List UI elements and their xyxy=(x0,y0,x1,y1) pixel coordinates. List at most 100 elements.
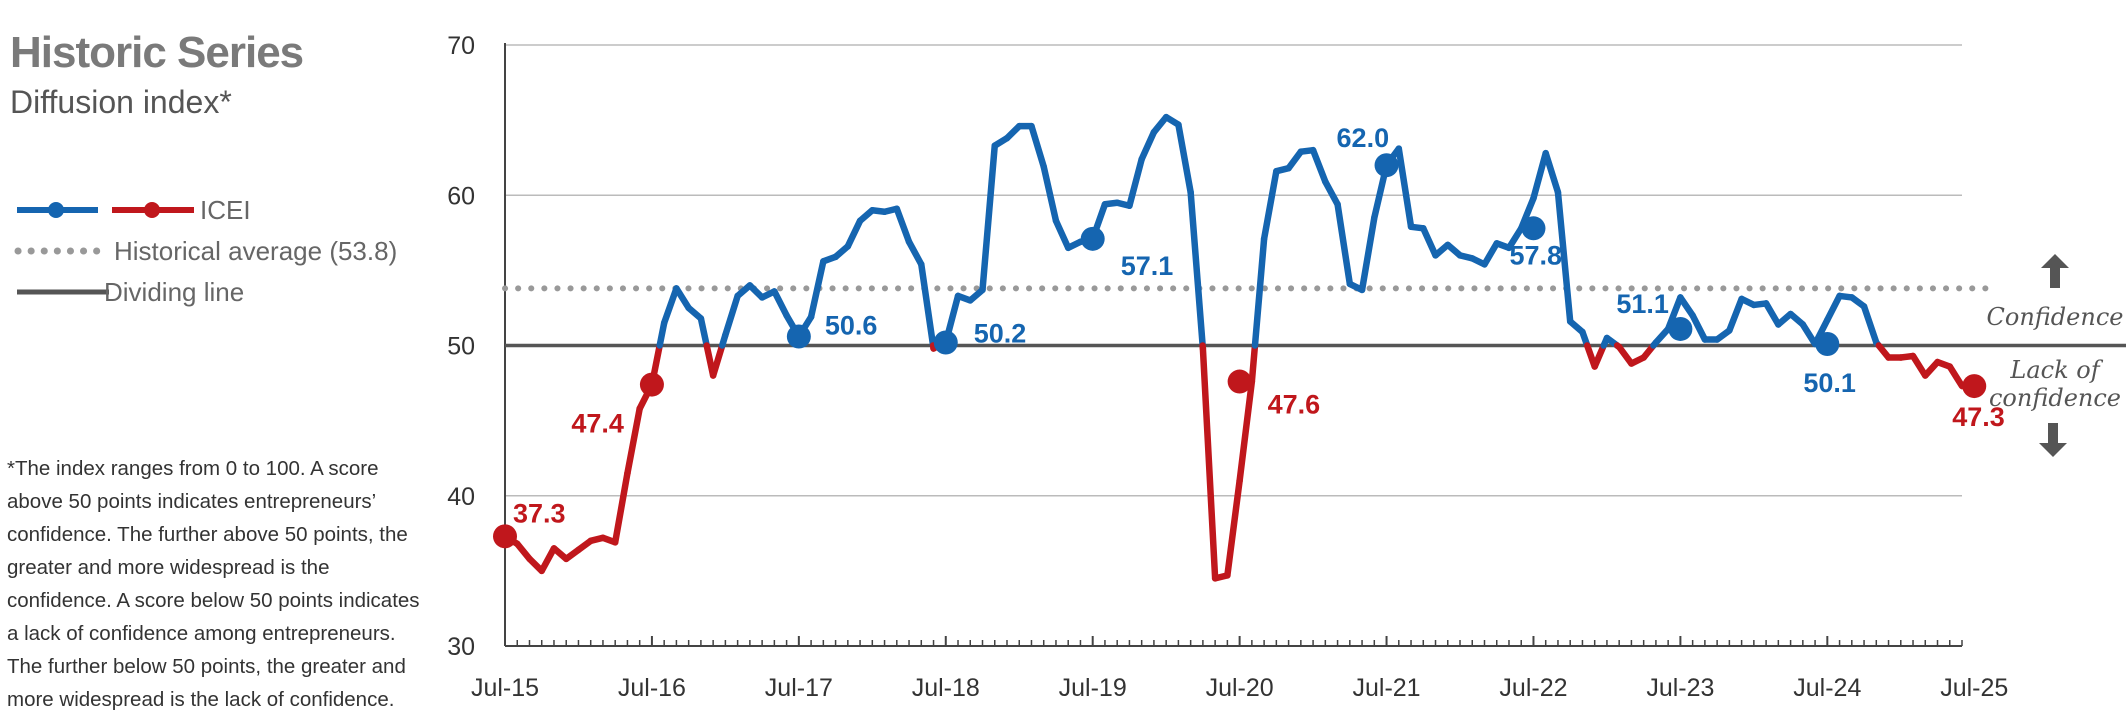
series-segment xyxy=(1285,148,1305,172)
x-tick-label: Jul-20 xyxy=(1206,674,1274,702)
series-segment xyxy=(1530,149,1549,202)
series-segment xyxy=(1824,292,1843,324)
legend-dotted-line-icon xyxy=(14,247,113,255)
confidence-label: Confidence xyxy=(1987,303,2124,331)
series-segment xyxy=(1187,188,1206,349)
legend-label-icei: ICEI xyxy=(200,195,251,225)
highlight-point xyxy=(493,524,517,549)
series-segment xyxy=(1505,225,1525,252)
x-tick-label: Jul-16 xyxy=(618,674,686,702)
y-tick-label: 50 xyxy=(447,333,475,361)
y-tick-label: 60 xyxy=(447,182,475,210)
x-tick-label: Jul-22 xyxy=(1499,674,1567,702)
series-segment xyxy=(1395,145,1415,231)
series-segment xyxy=(1726,295,1745,334)
series-segment xyxy=(1322,178,1341,208)
series-segment xyxy=(1199,345,1219,582)
data-label: 57.1 xyxy=(1121,251,1174,281)
legend-solid-line-icon xyxy=(17,289,109,295)
footnote: *The index ranges from 0 to 100. A score… xyxy=(7,457,420,711)
series-segment xyxy=(1260,167,1280,243)
data-label: 50.1 xyxy=(1803,368,1856,398)
highlight-point xyxy=(639,372,664,397)
series-segment xyxy=(1481,240,1500,268)
x-axis-tick-labels: Jul-15 Jul-16 Jul-17 Jul-18 Jul-19 Jul-20 Jul-… xyxy=(471,674,2008,702)
series-segment xyxy=(1224,477,1243,579)
x-tick-label: Jul-19 xyxy=(1059,674,1127,702)
chart-subtitle: Diffusion index* xyxy=(10,84,232,120)
x-tick-label: Jul-15 xyxy=(471,674,539,702)
highlight-point xyxy=(1668,316,1693,341)
series-segment xyxy=(1309,146,1329,185)
y-tick-label: 40 xyxy=(447,483,475,511)
icei-series xyxy=(501,113,1966,582)
legend-label-average: Historical average (53.8) xyxy=(114,236,398,266)
series-segment xyxy=(709,342,726,379)
highlight-point xyxy=(1374,153,1399,178)
series-segment xyxy=(844,217,864,250)
data-label: 47.6 xyxy=(1268,390,1321,420)
data-label: 50.2 xyxy=(974,318,1027,348)
legend-label-divider: Dividing line xyxy=(104,277,245,307)
legend-line-icei-icon xyxy=(17,202,194,218)
series-segment xyxy=(1126,155,1145,210)
series-segment xyxy=(1615,343,1635,367)
series-segment xyxy=(1040,163,1060,225)
x-tick-label: Jul-24 xyxy=(1793,674,1861,702)
chart-title: Historic Series xyxy=(10,28,304,77)
series-segment xyxy=(611,469,631,546)
series-segment xyxy=(656,319,668,349)
y-tick-label: 70 xyxy=(447,32,475,60)
x-tick-label: Jul-18 xyxy=(912,674,980,702)
series-segment xyxy=(1236,378,1256,484)
series-segment xyxy=(538,545,558,575)
series-segment xyxy=(1689,312,1709,343)
highlight-point xyxy=(1815,331,1840,356)
confidence-lack-label: confidence xyxy=(1989,384,2121,412)
series-segment xyxy=(1542,149,1562,196)
y-axis-tick-labels: 30 40 50 60 70 xyxy=(447,32,475,661)
series-segment xyxy=(697,315,710,349)
data-label: 47.3 xyxy=(1952,402,2005,432)
series-segment xyxy=(979,142,998,294)
data-label: 51.1 xyxy=(1616,289,1669,319)
series-segment xyxy=(1591,342,1607,370)
y-tick-label: 30 xyxy=(447,633,475,661)
series-segment xyxy=(1138,128,1158,163)
highlight-point xyxy=(1227,369,1252,394)
series-segment xyxy=(660,285,680,327)
highlighted-points xyxy=(493,153,1987,549)
series-segment xyxy=(1554,188,1574,325)
series-segment xyxy=(918,261,937,349)
side-annotations: Confidence Lack of confidence xyxy=(1987,254,2124,457)
data-label: 62.0 xyxy=(1337,123,1390,153)
x-tick-label: Jul-23 xyxy=(1646,674,1714,702)
data-label: 50.6 xyxy=(825,310,878,340)
series-segment xyxy=(1334,201,1354,288)
series-segment xyxy=(1028,122,1047,170)
series-segment xyxy=(893,205,913,246)
series-segment xyxy=(624,405,643,477)
arrow-down-icon xyxy=(2039,423,2067,457)
series-segment xyxy=(807,258,827,321)
series-segment xyxy=(1677,294,1696,319)
highlight-point xyxy=(786,324,811,349)
data-label: 47.4 xyxy=(571,409,624,439)
series-segment xyxy=(1175,121,1194,196)
x-tick-label: Jul-25 xyxy=(1940,674,2008,702)
series-segment xyxy=(673,285,692,312)
series-segment xyxy=(1358,214,1378,294)
series-segment xyxy=(1762,300,1782,328)
series-segment xyxy=(722,292,741,339)
lack-of-label: Lack of xyxy=(2009,356,2103,384)
series-segment xyxy=(1251,235,1268,349)
series-segment xyxy=(1860,303,1880,346)
x-tick-label: Jul-17 xyxy=(765,674,833,702)
highlight-point xyxy=(1962,374,1987,399)
series-segment xyxy=(1799,321,1819,348)
grid-lines xyxy=(505,44,1962,647)
series-segment xyxy=(771,288,790,319)
data-labels: 37.3 47.4 50.6 50.2 57.1 47.6 62.0 57.8 51.1 50.1… xyxy=(513,123,2005,528)
highlight-point xyxy=(933,330,958,355)
